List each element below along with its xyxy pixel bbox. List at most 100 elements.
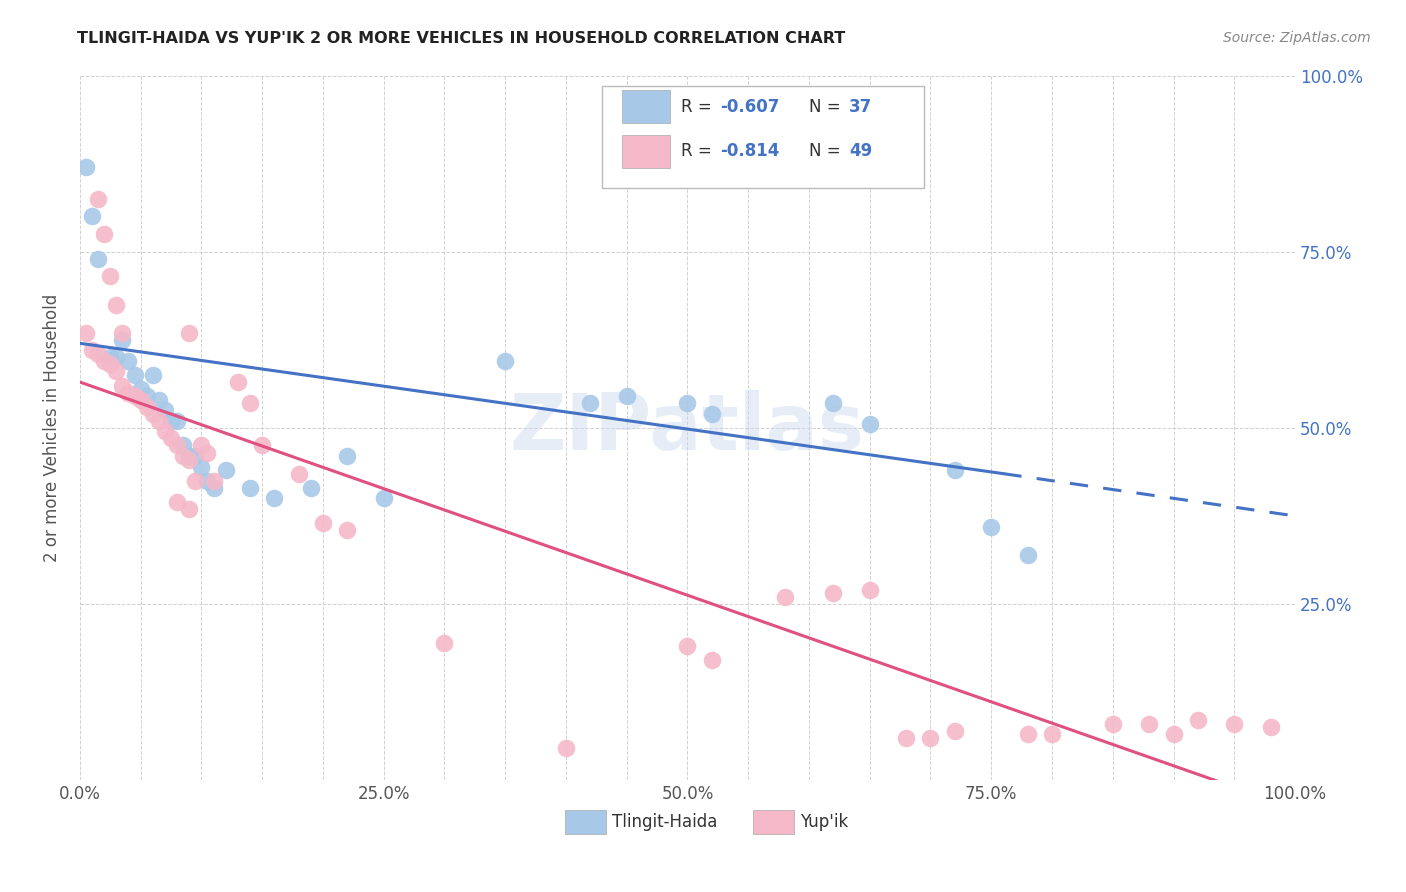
Point <box>129 382 152 396</box>
Text: -0.607: -0.607 <box>720 98 780 116</box>
Point <box>239 396 262 410</box>
Point <box>1017 548 1039 562</box>
Point <box>299 481 322 495</box>
Point <box>184 449 207 463</box>
Point <box>312 516 335 530</box>
Point <box>676 640 699 654</box>
Point <box>87 192 110 206</box>
Text: N =: N = <box>808 98 846 116</box>
Point <box>172 438 194 452</box>
FancyBboxPatch shape <box>621 135 671 168</box>
Point <box>75 160 97 174</box>
Point <box>179 452 201 467</box>
Point <box>197 474 219 488</box>
Point <box>1040 727 1063 741</box>
Point <box>1137 716 1160 731</box>
Text: N =: N = <box>808 142 846 161</box>
Point <box>1101 716 1123 731</box>
Point <box>773 590 796 604</box>
Point <box>98 351 121 365</box>
Point <box>153 403 176 417</box>
FancyBboxPatch shape <box>621 90 671 123</box>
Point <box>93 227 115 241</box>
Y-axis label: 2 or more Vehicles in Household: 2 or more Vehicles in Household <box>44 293 60 562</box>
Point <box>75 326 97 340</box>
Point <box>263 491 285 506</box>
Point <box>896 731 918 745</box>
Point <box>80 343 103 358</box>
Point <box>87 252 110 266</box>
Point <box>98 269 121 284</box>
Text: Tlingit-Haida: Tlingit-Haida <box>612 813 717 830</box>
Text: 49: 49 <box>849 142 872 161</box>
Point <box>859 417 882 432</box>
Point <box>129 392 152 407</box>
Point <box>1163 727 1185 741</box>
Point <box>142 368 165 382</box>
Point <box>117 385 139 400</box>
Point <box>943 463 966 477</box>
Text: Source: ZipAtlas.com: Source: ZipAtlas.com <box>1223 31 1371 45</box>
Point <box>943 723 966 738</box>
Point <box>166 438 188 452</box>
Point <box>148 414 170 428</box>
Point <box>215 463 238 477</box>
Text: R =: R = <box>682 98 717 116</box>
Point <box>336 523 359 537</box>
Point <box>920 731 942 745</box>
Point <box>859 582 882 597</box>
Point <box>226 375 249 389</box>
Point <box>160 432 183 446</box>
Point <box>202 474 225 488</box>
Point <box>676 396 699 410</box>
Point <box>105 364 128 378</box>
Point <box>93 354 115 368</box>
Point <box>105 351 128 365</box>
Point <box>373 491 395 506</box>
Point <box>1223 716 1246 731</box>
Point <box>1017 727 1039 741</box>
Point <box>166 495 188 509</box>
FancyBboxPatch shape <box>565 810 606 834</box>
Point <box>980 519 1002 533</box>
Point <box>197 445 219 459</box>
Point <box>166 414 188 428</box>
Text: TLINGIT-HAIDA VS YUP'IK 2 OR MORE VEHICLES IN HOUSEHOLD CORRELATION CHART: TLINGIT-HAIDA VS YUP'IK 2 OR MORE VEHICL… <box>77 31 845 46</box>
Point <box>98 358 121 372</box>
Point <box>433 636 456 650</box>
Point <box>153 425 176 439</box>
Point <box>179 326 201 340</box>
Point <box>823 586 845 600</box>
Point <box>287 467 309 481</box>
FancyBboxPatch shape <box>602 87 924 188</box>
Point <box>700 653 723 667</box>
Point <box>142 407 165 421</box>
Point <box>1187 714 1209 728</box>
Point <box>336 449 359 463</box>
Point <box>190 438 212 452</box>
Point <box>117 354 139 368</box>
Point <box>111 333 134 347</box>
Point <box>616 389 638 403</box>
FancyBboxPatch shape <box>754 810 794 834</box>
Point <box>202 481 225 495</box>
Point <box>87 347 110 361</box>
Point <box>135 389 157 403</box>
Text: ZIPatlas: ZIPatlas <box>510 390 865 466</box>
Point <box>555 741 578 756</box>
Point <box>579 396 602 410</box>
Point <box>160 414 183 428</box>
Point <box>111 378 134 392</box>
Point <box>105 297 128 311</box>
Point <box>700 407 723 421</box>
Point <box>1260 720 1282 734</box>
Text: R =: R = <box>682 142 717 161</box>
Point <box>190 459 212 474</box>
Point <box>172 449 194 463</box>
Point <box>239 481 262 495</box>
Point <box>148 392 170 407</box>
Point <box>80 210 103 224</box>
Text: 37: 37 <box>849 98 872 116</box>
Point <box>184 474 207 488</box>
Text: -0.814: -0.814 <box>720 142 780 161</box>
